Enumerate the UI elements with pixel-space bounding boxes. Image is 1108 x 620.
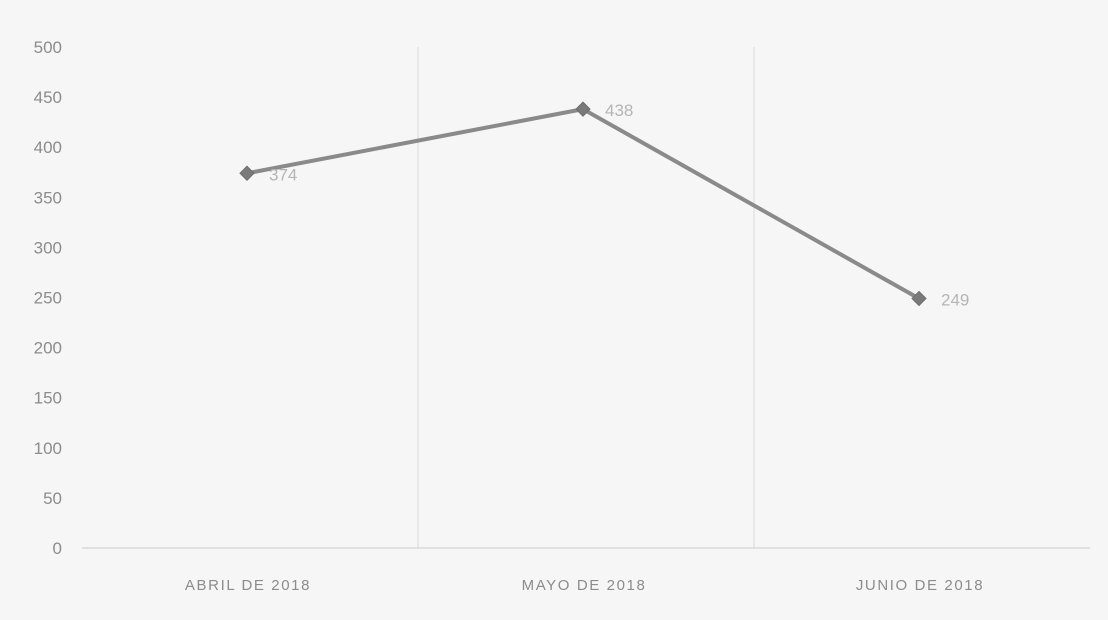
y-tick-label: 300 — [34, 238, 62, 257]
y-tick-label: 150 — [34, 389, 62, 408]
x-tick-label: ABRIL DE 2018 — [185, 577, 311, 594]
y-axis-ticks: 0 50 100 150 200 250 300 350 400 450 500 — [34, 38, 62, 558]
x-axis-ticks: ABRIL DE 2018 MAYO DE 2018 JUNIO DE 2018 — [185, 577, 984, 594]
y-tick-label: 350 — [34, 188, 62, 207]
data-point-marker — [575, 101, 591, 117]
y-tick-label: 50 — [43, 489, 62, 508]
y-tick-label: 250 — [34, 289, 62, 308]
data-labels: 374 438 249 — [269, 101, 969, 309]
data-label: 249 — [941, 291, 969, 310]
data-point-marker — [239, 165, 255, 181]
x-tick-label: JUNIO DE 2018 — [856, 577, 984, 594]
y-tick-label: 400 — [34, 138, 62, 157]
y-tick-label: 500 — [34, 38, 62, 57]
data-label: 438 — [605, 101, 633, 120]
y-tick-label: 450 — [34, 88, 62, 107]
y-tick-label: 200 — [34, 339, 62, 358]
y-tick-label: 100 — [34, 439, 62, 458]
y-tick-label: 0 — [53, 539, 62, 558]
grid-lines — [82, 47, 1090, 549]
data-label: 374 — [269, 165, 297, 184]
series-group — [239, 101, 927, 307]
series-line — [246, 107, 920, 301]
data-point-marker — [911, 290, 927, 307]
x-tick-label: MAYO DE 2018 — [522, 577, 647, 594]
